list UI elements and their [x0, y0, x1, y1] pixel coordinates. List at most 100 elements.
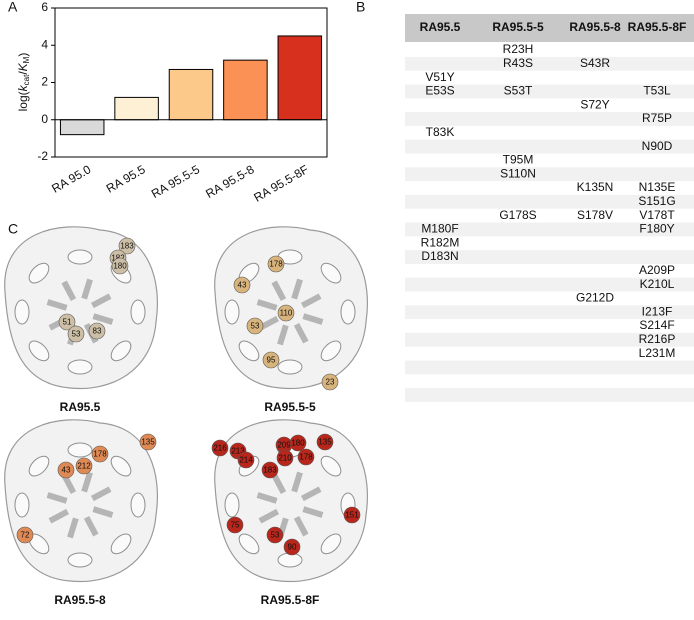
residue-label: 75	[231, 521, 240, 530]
table-cell: G178S	[499, 208, 536, 222]
y-tick-label: 6	[41, 0, 48, 14]
residue-label: 151	[345, 511, 359, 520]
helix	[320, 262, 342, 284]
table-cell: S53T	[504, 84, 533, 98]
label-part: K	[16, 62, 30, 71]
residue-label: 53	[271, 531, 280, 540]
row-stripe	[405, 56, 694, 71]
x-tick-label: RA 95.5-5	[149, 162, 202, 201]
table-cell: S151G	[638, 194, 675, 208]
row-stripe	[405, 222, 694, 237]
table-cell: S72Y	[580, 97, 609, 111]
residue-sphere	[276, 449, 294, 467]
helix	[320, 340, 342, 362]
row-stripe	[405, 139, 694, 154]
label-part: k	[16, 84, 30, 91]
label-part: /	[16, 71, 30, 75]
panel-label: C	[8, 221, 18, 237]
table-cell: T95M	[503, 153, 534, 167]
table-cell: G212D	[576, 291, 614, 305]
helix	[320, 533, 342, 555]
helix	[224, 492, 240, 518]
residue-label: 95	[267, 356, 276, 365]
strand	[271, 473, 287, 495]
y-tick-label: 4	[41, 37, 48, 51]
bar	[277, 35, 323, 121]
residue-label: 178	[299, 453, 313, 462]
helix	[110, 340, 132, 362]
strand	[256, 492, 278, 504]
helix	[67, 552, 93, 568]
label-part: M	[22, 56, 31, 63]
x-tick-label: RA 95.5-8F	[251, 162, 311, 204]
residue-sphere	[289, 434, 307, 452]
residue-label: 43	[238, 281, 247, 290]
panel-label: B	[356, 0, 365, 15]
residue-label: 72	[21, 531, 30, 540]
row-stripe	[405, 332, 694, 347]
strand	[46, 492, 68, 504]
strand	[293, 322, 309, 344]
table-cell: R182M	[421, 235, 460, 249]
helix	[238, 340, 260, 362]
strand	[300, 486, 322, 502]
row-stripe	[405, 84, 694, 99]
table-cell: F180Y	[639, 222, 674, 236]
helix	[110, 455, 132, 477]
bar	[223, 59, 268, 121]
row-stripe	[405, 112, 694, 126]
table-cell: V51Y	[425, 70, 454, 84]
table-cell: N90D	[642, 139, 673, 153]
y-axis-label: log(kcat/KM)	[16, 53, 31, 112]
strand	[90, 486, 112, 502]
residue-sphere	[343, 506, 361, 524]
table-cell: T83K	[426, 125, 455, 139]
bar	[168, 68, 214, 121]
table-cell: M180F	[421, 222, 458, 236]
row-stripe	[405, 305, 694, 320]
strand	[46, 299, 68, 311]
residue-label: 90	[288, 543, 297, 552]
residue-sphere	[262, 351, 280, 369]
helix	[67, 442, 93, 458]
residue-sphere	[266, 526, 284, 544]
residue-sphere	[58, 313, 76, 331]
table-cell: I213F	[642, 304, 673, 318]
strand	[90, 293, 112, 309]
helix	[67, 249, 93, 265]
helix	[224, 299, 240, 325]
table-cell: K135N	[577, 180, 614, 194]
structure-name: RA95.5	[60, 400, 101, 414]
table-cell: L231M	[639, 346, 676, 360]
y-tick-label: -2	[37, 149, 48, 163]
residue-label: 180	[113, 262, 127, 271]
residue-label: 23	[326, 378, 335, 387]
residue-sphere	[237, 451, 255, 469]
y-tick-label: 0	[41, 112, 48, 126]
structure-name: RA95.5-5	[264, 400, 316, 414]
strand	[293, 515, 309, 537]
strand	[300, 293, 322, 309]
residue-sphere	[67, 325, 85, 343]
residue-sphere	[226, 516, 244, 534]
residue-label: 53	[72, 330, 81, 339]
table-cell: D183N	[421, 249, 458, 263]
residue-sphere	[316, 433, 334, 451]
residue-sphere	[91, 445, 109, 463]
strand	[271, 280, 287, 302]
strand	[61, 280, 77, 302]
helix	[238, 533, 260, 555]
residue-sphere	[261, 461, 279, 479]
residue-label: 43	[62, 466, 71, 475]
protein-structure	[4, 419, 159, 583]
helix	[130, 492, 146, 518]
table-cell: T53L	[643, 84, 671, 98]
strand	[81, 278, 93, 300]
helix	[340, 299, 356, 325]
residue-label: 212	[77, 462, 91, 471]
residue-label: 83	[93, 327, 102, 336]
table-cell: R43S	[503, 56, 533, 70]
residue-label: 180	[291, 439, 305, 448]
helix	[320, 455, 342, 477]
